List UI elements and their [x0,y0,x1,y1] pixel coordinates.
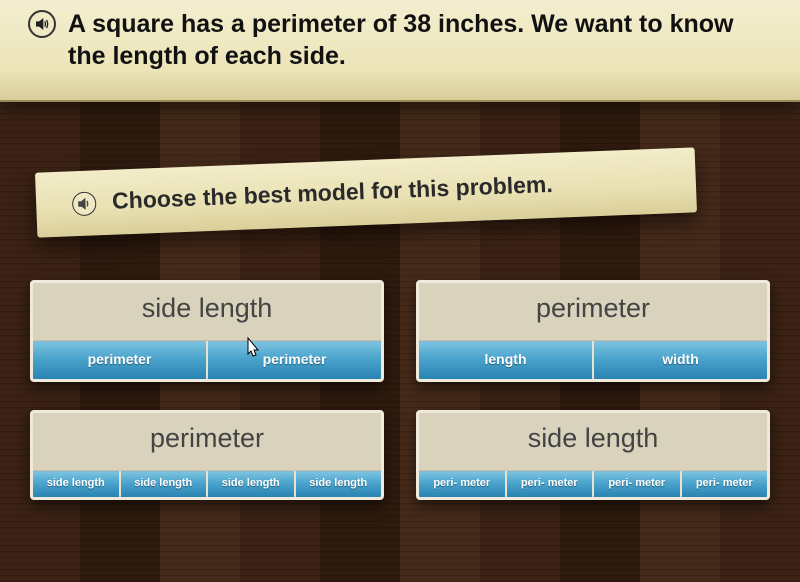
option-card-0[interactable]: side length perimeter perimeter [30,280,384,382]
cursor-icon [242,336,262,362]
segment: perimeter [33,341,206,379]
segment: peri- meter [507,471,593,498]
segment-row: perimeter perimeter [33,341,381,379]
option-card-1[interactable]: perimeter length width [416,280,770,382]
segment-row: peri- meter peri- meter peri- meter peri… [419,471,767,498]
question-text: A square has a perimeter of 38 inches. W… [68,8,772,72]
segment: peri- meter [419,471,505,498]
option-card-3[interactable]: side length peri- meter peri- meter peri… [416,410,770,501]
segment: side length [33,471,119,498]
question-header: A square has a perimeter of 38 inches. W… [0,0,800,102]
speaker-icon[interactable] [28,10,56,38]
segment: side length [121,471,207,498]
segment: width [594,341,767,379]
speaker-icon[interactable] [72,191,97,216]
segment: side length [208,471,294,498]
option-header: side length [33,283,381,341]
option-header: perimeter [419,283,767,341]
option-header: perimeter [33,413,381,471]
option-header: side length [419,413,767,471]
option-card-2[interactable]: perimeter side length side length side l… [30,410,384,501]
segment-row: length width [419,341,767,379]
segment: side length [296,471,382,498]
segment-row: side length side length side length side… [33,471,381,498]
segment: length [419,341,592,379]
segment: perimeter [208,341,381,379]
segment: peri- meter [594,471,680,498]
options-grid: side length perimeter perimeter perimete… [30,280,770,500]
segment: peri- meter [682,471,768,498]
instruction-text: Choose the best model for this problem. [112,171,554,215]
